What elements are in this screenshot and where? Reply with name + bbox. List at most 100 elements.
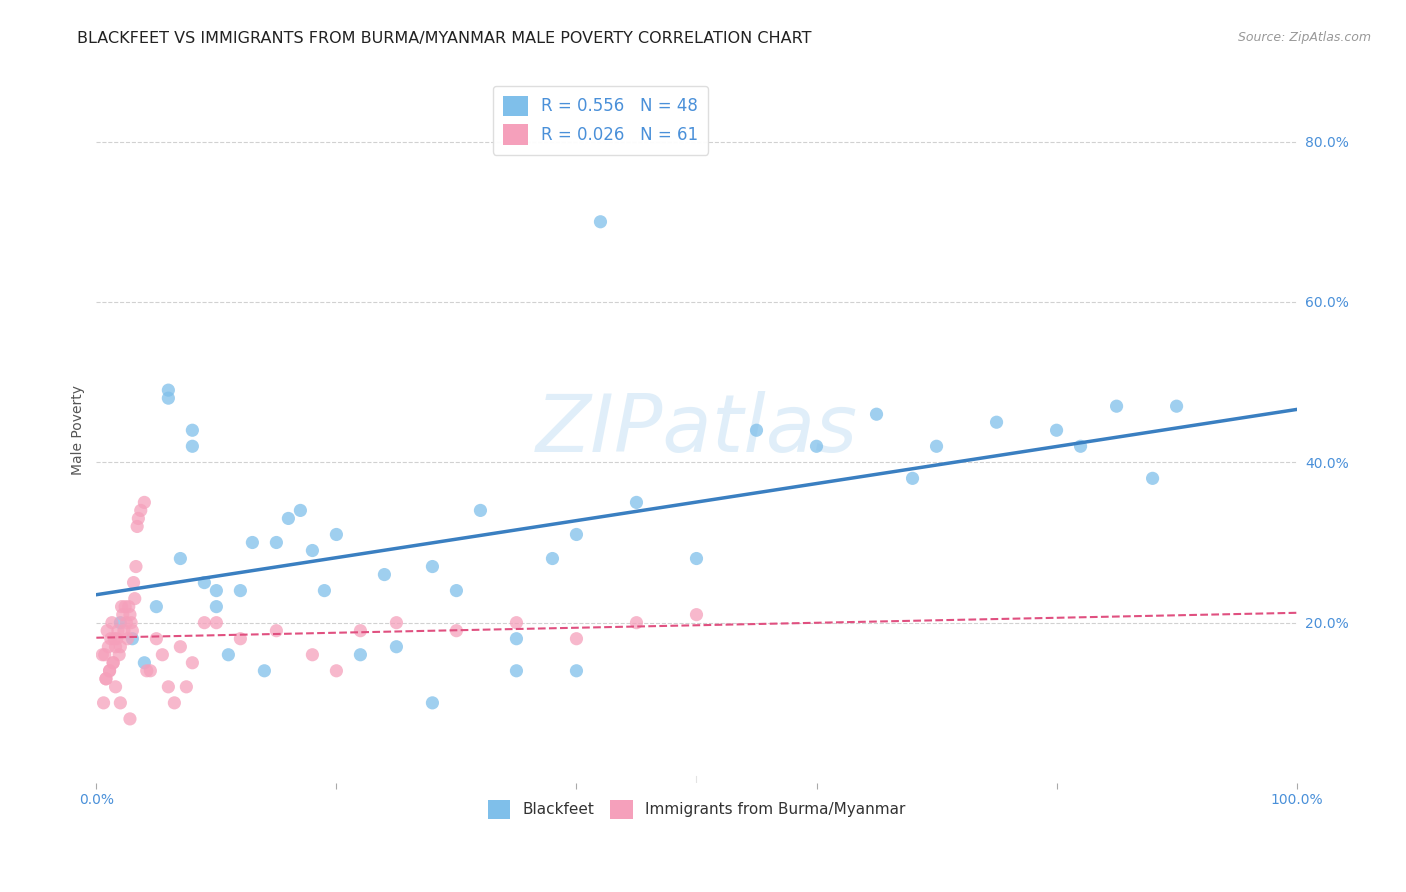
Point xyxy=(446,583,468,598)
Point xyxy=(217,648,239,662)
Point xyxy=(685,607,707,622)
Point xyxy=(229,583,252,598)
Point xyxy=(685,551,707,566)
Point xyxy=(157,680,180,694)
Point xyxy=(94,648,117,662)
Point xyxy=(117,632,139,646)
Point xyxy=(157,391,180,405)
Point xyxy=(105,632,128,646)
Point xyxy=(301,543,323,558)
Point xyxy=(385,640,408,654)
Point xyxy=(120,615,142,630)
Point xyxy=(129,503,152,517)
Point xyxy=(169,640,191,654)
Point xyxy=(134,656,156,670)
Point xyxy=(104,640,127,654)
Point xyxy=(806,439,828,453)
Point xyxy=(110,599,132,614)
Point xyxy=(229,632,252,646)
Point xyxy=(925,439,948,453)
Point xyxy=(101,615,124,630)
Point xyxy=(266,535,288,549)
Text: BLACKFEET VS IMMIGRANTS FROM BURMA/MYANMAR MALE POVERTY CORRELATION CHART: BLACKFEET VS IMMIGRANTS FROM BURMA/MYANM… xyxy=(77,31,811,46)
Point xyxy=(135,664,157,678)
Point xyxy=(253,664,276,678)
Point xyxy=(110,696,132,710)
Point xyxy=(266,624,288,638)
Point xyxy=(118,599,141,614)
Point xyxy=(145,599,167,614)
Point xyxy=(1166,399,1188,413)
Point xyxy=(565,527,588,541)
Point xyxy=(118,607,141,622)
Point xyxy=(589,215,612,229)
Point xyxy=(205,583,228,598)
Point xyxy=(349,648,371,662)
Point xyxy=(103,632,125,646)
Point xyxy=(97,640,120,654)
Point xyxy=(373,567,395,582)
Text: ZIPatlas: ZIPatlas xyxy=(536,392,858,469)
Point xyxy=(91,648,114,662)
Point xyxy=(193,615,215,630)
Point xyxy=(541,551,564,566)
Point xyxy=(157,383,180,397)
Point xyxy=(100,632,122,646)
Point xyxy=(277,511,299,525)
Point xyxy=(565,664,588,678)
Point xyxy=(745,423,768,437)
Point xyxy=(470,503,492,517)
Point xyxy=(205,615,228,630)
Point xyxy=(865,407,887,421)
Point xyxy=(169,551,191,566)
Point xyxy=(118,712,141,726)
Point xyxy=(193,575,215,590)
Point xyxy=(98,664,121,678)
Point xyxy=(107,624,129,638)
Point xyxy=(314,583,336,598)
Legend: Blackfeet, Immigrants from Burma/Myanmar: Blackfeet, Immigrants from Burma/Myanmar xyxy=(481,794,911,825)
Point xyxy=(139,664,162,678)
Point xyxy=(127,519,149,533)
Point xyxy=(121,632,143,646)
Point xyxy=(114,599,136,614)
Point xyxy=(145,632,167,646)
Point xyxy=(115,615,138,630)
Point xyxy=(111,607,134,622)
Point xyxy=(422,559,444,574)
Point xyxy=(98,664,121,678)
Point xyxy=(96,624,118,638)
Point xyxy=(110,615,132,630)
Point xyxy=(134,495,156,509)
Point xyxy=(101,656,124,670)
Point xyxy=(93,696,115,710)
Point xyxy=(1105,399,1128,413)
Point xyxy=(505,632,527,646)
Point xyxy=(181,656,204,670)
Point xyxy=(101,656,124,670)
Y-axis label: Male Poverty: Male Poverty xyxy=(72,385,86,475)
Point xyxy=(565,632,588,646)
Point xyxy=(163,696,186,710)
Point xyxy=(242,535,264,549)
Point xyxy=(104,680,127,694)
Point xyxy=(325,527,347,541)
Point xyxy=(110,640,132,654)
Point xyxy=(181,423,204,437)
Point xyxy=(94,672,117,686)
Point xyxy=(150,648,173,662)
Point xyxy=(176,680,198,694)
Point xyxy=(121,624,143,638)
Point xyxy=(181,439,204,453)
Point xyxy=(125,559,148,574)
Point xyxy=(626,495,648,509)
Point xyxy=(112,624,135,638)
Point xyxy=(124,591,146,606)
Point xyxy=(986,415,1008,429)
Point xyxy=(108,648,131,662)
Point xyxy=(122,575,145,590)
Point xyxy=(422,696,444,710)
Point xyxy=(385,615,408,630)
Point xyxy=(325,664,347,678)
Point xyxy=(626,615,648,630)
